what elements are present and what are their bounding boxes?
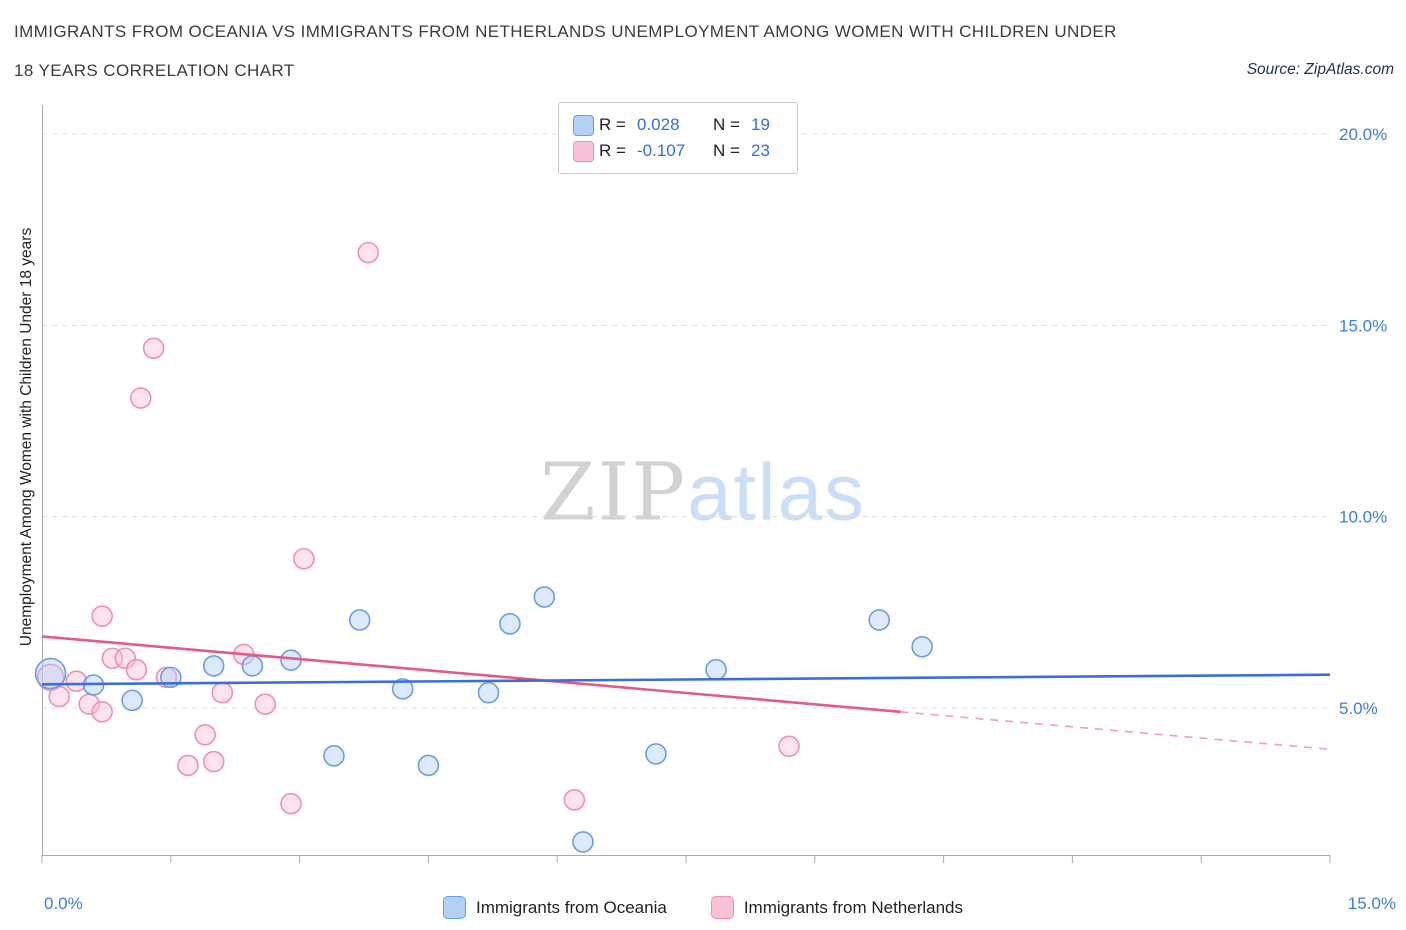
legend-item-netherlands: Immigrants from Netherlands: [710, 896, 964, 919]
scatter-point-oceania: [533, 586, 556, 608]
trend-line-oceania: [41, 673, 1331, 686]
scatter-point-oceania: [499, 613, 521, 635]
scatter-point-oceania: [868, 609, 891, 631]
scatter-point-netherlands: [778, 735, 800, 758]
scatter-point-netherlands: [142, 337, 165, 360]
scatter-point-netherlands: [125, 658, 148, 681]
legend-label-oceania: Immigrants from Oceania: [475, 897, 667, 917]
x-tick-label: 15.0%: [1348, 894, 1396, 913]
trend-line-netherlands-extension: [900, 711, 1331, 751]
x-tick-label: 0.0%: [44, 894, 83, 913]
scatter-point-netherlands: [114, 647, 137, 670]
scatter-point-oceania: [417, 754, 440, 777]
scatter-point-oceania: [323, 745, 345, 767]
trend-line-netherlands: [41, 635, 901, 714]
watermark: ZIPatlas: [540, 446, 866, 539]
legend-item-oceania: Immigrants from Oceania: [442, 896, 667, 919]
scatter-point-netherlands: [177, 754, 199, 777]
scatter-point-netherlands: [357, 241, 380, 264]
watermark-atlas: atlas: [687, 447, 866, 537]
scatter-point-netherlands: [211, 681, 234, 704]
scatter-point-oceania: [911, 635, 933, 658]
source-link[interactable]: Source: ZipAtlas.com: [1246, 61, 1394, 78]
scatter-point-netherlands: [65, 670, 88, 693]
oceania-swatch-icon: [573, 114, 594, 136]
watermark-zip: ZIP: [540, 445, 688, 539]
scatter-point-oceania: [202, 655, 225, 677]
n-label: N =: [713, 141, 740, 160]
scatter-point-netherlands: [194, 723, 216, 746]
scatter-point-netherlands: [91, 701, 113, 723]
netherlands-swatch-icon: [710, 896, 734, 919]
correlation-legend-box: R = 0.028 N = 19 R = -0.107 N = 23: [558, 102, 798, 174]
n-value-oceania: 19: [751, 115, 770, 134]
r-label: R =: [599, 115, 626, 134]
scatter-point-netherlands: [293, 547, 315, 570]
scatter-point-netherlands: [202, 750, 225, 773]
scatter-point-oceania: [645, 743, 667, 765]
scatter-point-netherlands: [129, 387, 152, 409]
scatter-point-netherlands: [280, 792, 302, 815]
y-tick-label: 10.0%: [1339, 508, 1387, 527]
y-tick-label: 20.0%: [1339, 125, 1387, 144]
r-value-oceania: 0.028: [637, 115, 680, 134]
scatter-point-oceania: [477, 681, 500, 704]
scatter-point-netherlands: [48, 685, 70, 708]
scatter-point-oceania: [391, 678, 414, 700]
scatter-point-oceania: [121, 689, 143, 712]
scatter-point-oceania: [34, 657, 67, 690]
scatter-point-oceania: [572, 831, 594, 853]
r-label: R =: [599, 141, 626, 160]
scatter-point-oceania: [241, 655, 264, 677]
scatter-point-oceania: [348, 609, 371, 631]
scatter-point-netherlands: [91, 605, 113, 627]
scatter-point-netherlands: [254, 693, 277, 715]
netherlands-swatch-icon: [573, 140, 594, 162]
legend-row-oceania: R = 0.028 N = 19: [573, 112, 781, 138]
scatter-point-netherlands: [563, 789, 586, 811]
y-axis-label: Unemployment Among Women with Children U…: [18, 227, 35, 647]
oceania-swatch-icon: [442, 896, 466, 919]
n-value-netherlands: 23: [751, 141, 770, 160]
y-tick-label: 15.0%: [1339, 316, 1387, 335]
scatter-point-oceania: [705, 658, 727, 681]
page-title-line2: 18 YEARS CORRELATION CHART: [14, 61, 295, 80]
y-tick-label: 5.0%: [1339, 699, 1378, 718]
n-label: N =: [713, 115, 740, 134]
r-value-netherlands: -0.107: [637, 141, 686, 160]
legend-label-netherlands: Immigrants from Netherlands: [743, 897, 964, 917]
page-title-line1: IMMIGRANTS FROM OCEANIA VS IMMIGRANTS FR…: [14, 22, 1117, 41]
legend-row-netherlands: R = -0.107 N = 23: [573, 138, 781, 164]
series-legend: Immigrants from Oceania Immigrants from …: [442, 896, 964, 919]
